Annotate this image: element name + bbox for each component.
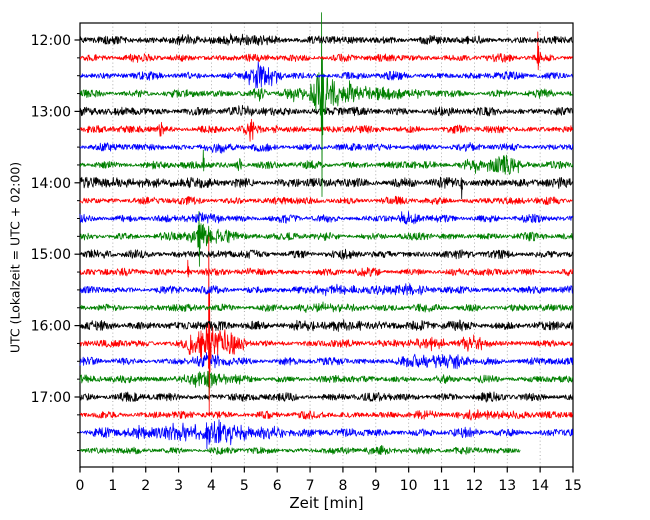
- x-tick-label: 12: [465, 478, 483, 494]
- x-tick-label: 1: [108, 478, 117, 494]
- trace-12:30: [79, 61, 574, 89]
- trace-14:30: [79, 211, 574, 225]
- trace-13:15: [79, 118, 574, 142]
- trace-13:30: [79, 141, 574, 154]
- trace-17:45: [79, 444, 521, 456]
- x-tick-label: 10: [400, 478, 418, 494]
- x-tick-label: 9: [371, 478, 380, 494]
- trace-12:15: [79, 31, 573, 71]
- x-tick-label: 8: [338, 478, 347, 494]
- plot-frame: [79, 22, 574, 468]
- y-tick-label: 16:00: [31, 319, 71, 335]
- x-axis-label: Zeit [min]: [289, 494, 364, 512]
- x-tick-label: 11: [433, 478, 451, 494]
- x-tick-label: 5: [240, 478, 249, 494]
- trace-12:45: [79, 12, 573, 198]
- trace-16:30: [79, 352, 574, 370]
- y-tick-label: 14:00: [31, 176, 71, 192]
- trace-16:15: [79, 232, 574, 415]
- x-tick-label: 6: [273, 478, 282, 494]
- trace-17:15: [79, 409, 574, 421]
- trace-15:15: [79, 259, 574, 278]
- x-tick-label: 3: [174, 478, 183, 494]
- trace-13:45: [79, 149, 574, 175]
- y-axis-label: UTC (Lokalzeit = UTC + 02:00): [7, 161, 23, 354]
- x-tick-label: 4: [207, 478, 216, 494]
- trace-15:45: [79, 301, 574, 314]
- x-tick-label: 14: [531, 478, 549, 494]
- y-tick-label: 13:00: [31, 104, 71, 120]
- trace-15:30: [79, 283, 574, 297]
- trace-14:00: [79, 176, 574, 200]
- x-tick-label: 15: [564, 478, 582, 494]
- x-tick-label: 7: [306, 478, 315, 494]
- trace-16:45: [79, 370, 574, 402]
- x-tick-label: 0: [76, 478, 85, 494]
- trace-14:45: [79, 210, 573, 267]
- trace-12:00: [79, 33, 574, 46]
- trace-16:00: [79, 319, 574, 332]
- trace-13:00: [79, 104, 573, 117]
- trace-17:00: [79, 391, 574, 403]
- trace-15:00: [79, 248, 574, 260]
- x-tick-label: 13: [498, 478, 516, 494]
- trace-17:30: [80, 419, 574, 450]
- x-tick-label: 2: [141, 478, 150, 494]
- y-tick-label: 15:00: [31, 247, 71, 263]
- trace-14:15: [79, 195, 573, 206]
- y-tick-label: 17:00: [31, 390, 71, 406]
- y-tick-label: 12:00: [31, 33, 71, 49]
